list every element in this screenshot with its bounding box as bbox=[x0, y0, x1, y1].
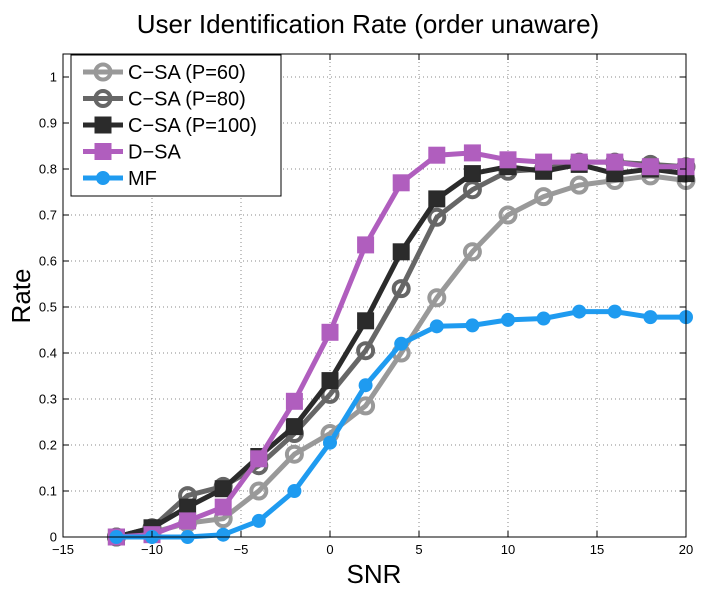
data-point bbox=[641, 158, 659, 176]
data-point bbox=[392, 243, 410, 261]
data-point bbox=[357, 236, 375, 254]
legend-swatch-marker bbox=[96, 171, 110, 185]
legend-swatch-marker bbox=[94, 143, 112, 160]
x-axis-label: SNR bbox=[347, 559, 402, 589]
data-point bbox=[428, 190, 446, 208]
y-tick-label: 0.8 bbox=[39, 162, 57, 177]
data-point bbox=[462, 242, 482, 262]
data-point bbox=[251, 513, 266, 528]
series-5 bbox=[109, 304, 693, 544]
data-point bbox=[356, 341, 376, 361]
data-point bbox=[570, 153, 588, 171]
legend-item: D−SA bbox=[83, 142, 181, 164]
data-point bbox=[358, 378, 373, 393]
y-tick-label: 0.7 bbox=[39, 208, 57, 223]
legend-item: C−SA (P=80) bbox=[83, 89, 246, 111]
y-tick-label: 0.6 bbox=[39, 254, 57, 269]
legend-label: MF bbox=[128, 168, 157, 190]
x-tick-label: −15 bbox=[52, 542, 74, 557]
data-point bbox=[323, 435, 337, 450]
data-point bbox=[535, 153, 553, 171]
y-tick-label: 0.3 bbox=[39, 392, 57, 407]
data-point bbox=[285, 418, 303, 436]
data-point bbox=[428, 146, 446, 164]
legend-items: C−SA (P=60) C−SA (P=80) C−SA (P=100) D−SA MF bbox=[83, 62, 257, 190]
data-point bbox=[284, 444, 304, 464]
axis-ticks: −15 −10 −5 0 5 10 15 20 0 0.1 0.2 0.3 0.4 0.5 0.6 0.7 0.… bbox=[39, 54, 693, 557]
y-tick-label: 0.4 bbox=[39, 346, 57, 361]
x-tick-label: 0 bbox=[326, 542, 333, 557]
data-point bbox=[427, 288, 447, 308]
x-tick-label: −5 bbox=[234, 542, 249, 557]
data-point bbox=[216, 527, 231, 542]
y-axis-label: Rate bbox=[6, 269, 36, 324]
data-point bbox=[463, 144, 481, 162]
y-tick-label: 0.1 bbox=[39, 484, 57, 499]
y-tick-label: 0.5 bbox=[39, 300, 57, 315]
x-tick-label: 5 bbox=[415, 542, 422, 557]
data-point bbox=[499, 151, 517, 169]
data-point bbox=[249, 481, 269, 501]
plot-frame bbox=[62, 53, 687, 538]
legend: C−SA (P=60) C−SA (P=80) C−SA (P=100) D−SA MF bbox=[70, 54, 282, 197]
y-tick-label: 1 bbox=[50, 70, 57, 85]
data-point bbox=[607, 304, 622, 319]
data-point bbox=[321, 323, 339, 341]
data-point bbox=[606, 153, 624, 171]
data-point bbox=[463, 165, 481, 183]
data-point bbox=[462, 180, 482, 200]
legend-item: C−SA (P=100) bbox=[83, 115, 257, 137]
data-point bbox=[427, 207, 447, 227]
data-point bbox=[643, 310, 658, 325]
data-point bbox=[534, 187, 554, 207]
y-tick-label: 0.2 bbox=[39, 438, 57, 453]
legend-swatch-marker bbox=[94, 116, 112, 134]
chart-title: User Identification Rate (order unaware) bbox=[137, 9, 599, 39]
legend-item: MF bbox=[83, 168, 157, 190]
data-point bbox=[250, 450, 268, 468]
data-point bbox=[429, 319, 444, 334]
series-layer bbox=[106, 144, 696, 547]
x-tick-label: 20 bbox=[679, 542, 693, 557]
data-point bbox=[498, 205, 518, 225]
data-point bbox=[394, 336, 409, 351]
data-point bbox=[287, 484, 302, 498]
data-point bbox=[392, 174, 410, 192]
y-tick-label: 0.9 bbox=[39, 116, 57, 131]
legend-swatch-marker bbox=[93, 62, 113, 82]
data-point bbox=[321, 372, 339, 390]
data-point bbox=[569, 175, 589, 195]
data-point bbox=[357, 312, 375, 330]
data-point bbox=[536, 311, 551, 326]
legend-item: C−SA (P=60) bbox=[83, 62, 246, 84]
data-point bbox=[214, 480, 232, 498]
series-4 bbox=[107, 144, 695, 546]
legend-label: C−SA (P=60) bbox=[128, 62, 246, 84]
legend-label: D−SA bbox=[128, 142, 181, 164]
data-point bbox=[501, 312, 515, 327]
data-point bbox=[356, 396, 376, 416]
data-point bbox=[179, 512, 197, 530]
x-tick-label: 10 bbox=[501, 542, 515, 557]
legend-label: C−SA (P=100) bbox=[128, 115, 257, 137]
data-point bbox=[465, 318, 480, 333]
data-point bbox=[214, 498, 232, 516]
series-line bbox=[113, 173, 689, 540]
legend-label: C−SA (P=80) bbox=[128, 89, 246, 111]
x-tick-label: −10 bbox=[141, 542, 163, 557]
x-tick-label: 15 bbox=[590, 542, 604, 557]
legend-swatch-marker bbox=[93, 89, 113, 108]
data-point bbox=[285, 392, 303, 410]
series-1 bbox=[106, 166, 696, 547]
data-point bbox=[391, 279, 411, 299]
data-point bbox=[572, 304, 587, 319]
y-tick-label: 0 bbox=[50, 530, 57, 545]
